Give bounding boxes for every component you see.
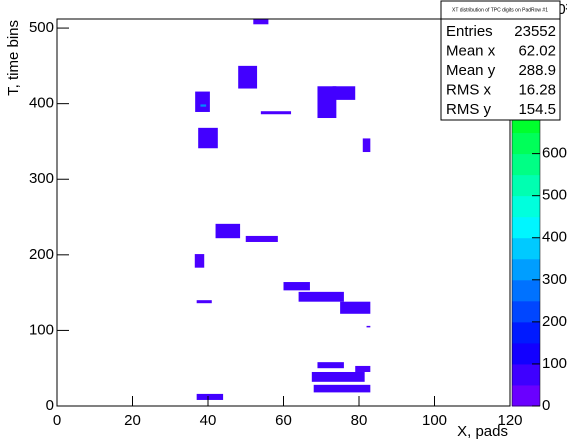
cell — [200, 104, 207, 107]
x-tick-label: 120 — [497, 412, 522, 429]
y-tick-label: 200 — [29, 246, 54, 263]
z-tick-label: 500 — [542, 187, 567, 204]
y-tick-label: 400 — [29, 95, 54, 112]
palette-band — [512, 342, 540, 365]
cell — [332, 86, 356, 100]
z-tick-label: 600 — [542, 145, 567, 162]
cell — [238, 65, 258, 89]
palette-band — [512, 300, 540, 323]
z-tick-label: 0 — [542, 397, 550, 414]
stats-name: Mean y — [446, 62, 496, 79]
cell — [313, 384, 371, 393]
palette-band — [512, 174, 540, 197]
stats-value: 62.02 — [518, 42, 556, 59]
x-tick-label: 60 — [275, 412, 292, 429]
cell — [215, 223, 241, 239]
stats-value: 154.5 — [518, 101, 556, 118]
y-tick-label: 0 — [46, 397, 54, 414]
z-tick-label: 100 — [542, 355, 567, 372]
cell — [311, 371, 365, 382]
palette-band — [512, 153, 540, 176]
y-tick-label: 300 — [29, 170, 54, 187]
stats-value: 288.9 — [518, 62, 556, 79]
palette-band — [512, 321, 540, 344]
y-tick-label: 100 — [29, 321, 54, 338]
palette-band — [512, 237, 540, 260]
palette-band — [512, 195, 540, 218]
cell — [195, 91, 210, 112]
z-tick-label: 300 — [542, 271, 567, 288]
palette-band — [512, 279, 540, 302]
palette-band — [512, 258, 540, 281]
cell — [260, 111, 292, 115]
x-tick-label: 20 — [124, 412, 141, 429]
cell — [317, 362, 344, 369]
y-axis-label: T, time bins — [5, 20, 22, 96]
cell — [245, 235, 278, 242]
stats-name: Mean x — [446, 42, 496, 59]
z-tick-label: 400 — [542, 229, 567, 246]
cell — [194, 254, 205, 268]
stats-value: 23552 — [514, 23, 556, 40]
cell — [196, 300, 212, 304]
cell — [298, 291, 344, 302]
x-axis-label: X, pads — [457, 423, 508, 440]
z-tick-label: 200 — [542, 313, 567, 330]
cell — [355, 365, 371, 372]
palette-band — [512, 216, 540, 239]
cell — [340, 301, 371, 314]
stats-title: XT distribution of TPC digits on PadRow … — [452, 7, 548, 13]
x-tick-label: 40 — [200, 412, 217, 429]
cell — [362, 138, 371, 153]
cell — [283, 282, 310, 291]
stats-box — [440, 0, 561, 121]
stats-name: Entries — [446, 23, 493, 40]
cell — [366, 325, 371, 328]
stats-name: RMS y — [446, 101, 492, 118]
cell — [198, 127, 218, 149]
x-tick-label: 0 — [53, 412, 61, 429]
palette-band — [512, 363, 540, 386]
cell — [317, 86, 337, 119]
x-tick-label: 100 — [422, 412, 447, 429]
palette-band — [512, 132, 540, 155]
x-tick-label: 80 — [351, 412, 368, 429]
stats-value: 16.28 — [518, 81, 556, 98]
palette-band — [512, 384, 540, 407]
cell — [196, 393, 224, 400]
cell — [253, 19, 269, 25]
stats-name: RMS x — [446, 81, 492, 98]
y-tick-label: 500 — [29, 19, 54, 36]
